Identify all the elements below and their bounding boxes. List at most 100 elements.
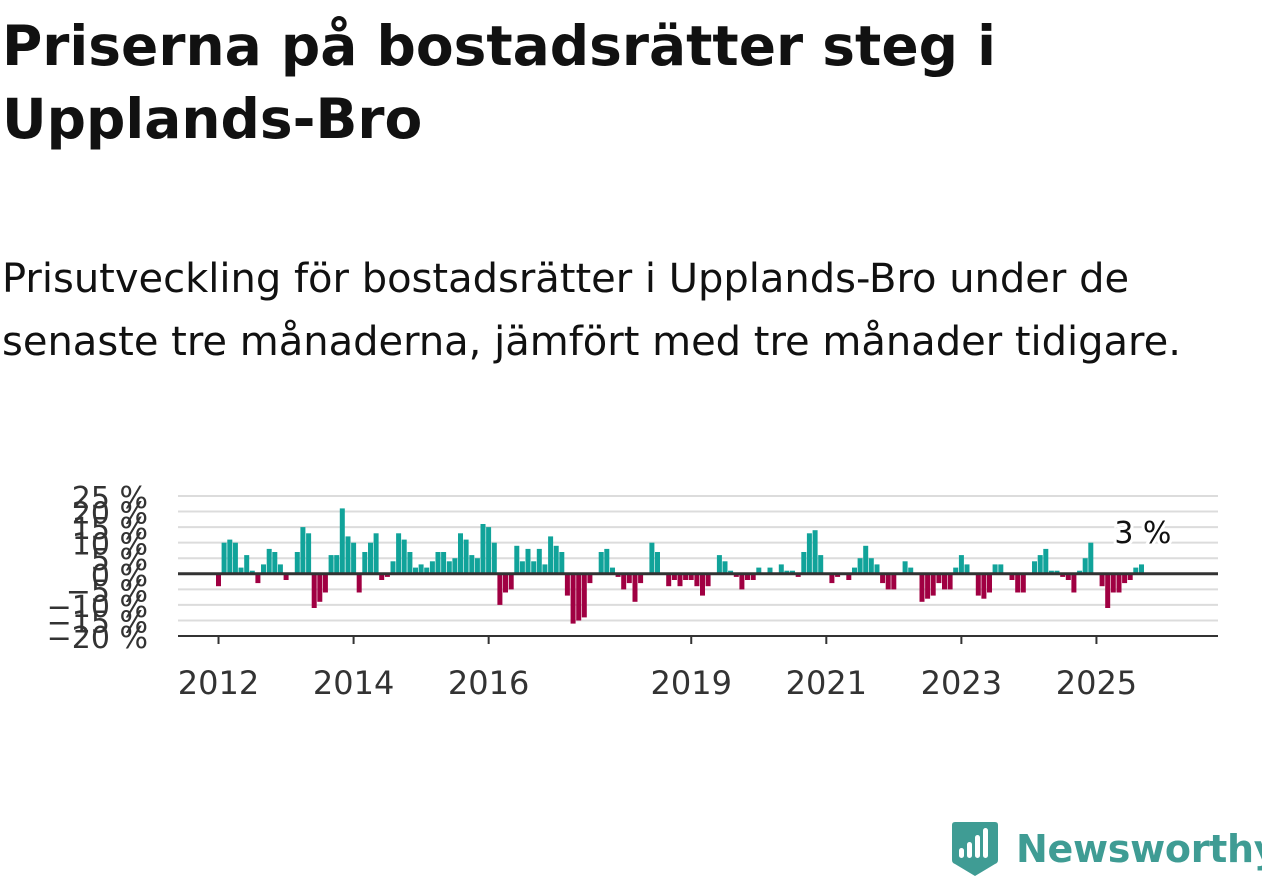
bar [947,573,953,590]
bar [885,573,891,590]
bar [902,561,908,574]
bar [812,530,818,574]
bar [1099,573,1105,587]
bar [306,533,312,574]
bar [261,564,266,574]
x-tick-label: 2025 [1056,664,1137,700]
bar [1122,573,1128,584]
bar [564,573,570,596]
bar [255,573,261,584]
newsworthy-logo: Newsworthy [950,818,1262,880]
bar [1110,573,1116,593]
bar [576,573,582,621]
bar [818,555,824,574]
bar [373,533,379,574]
bar [519,561,525,574]
bar [683,573,689,580]
bar [1077,570,1083,574]
y-axis-tick-labels: −20 %−15 %−10 %−5 %0 %5 %10 %15 %20 %25 … [47,481,148,656]
bar [964,564,970,574]
x-axis-tick-labels: 2012 2014 2016 2019 2021 2023 2025 [178,636,1137,700]
bar [806,533,812,574]
x-tick-label: 2014 [313,664,394,700]
bar [1043,548,1049,574]
chart-title: Priserna på bostadsrätter steg i Uppland… [2,14,997,151]
bar [570,573,576,624]
bar [1009,573,1015,580]
bar [671,573,677,580]
bar [317,573,323,602]
bar [874,564,880,574]
bar [728,570,734,574]
bar [1020,573,1026,593]
brand-name: Newsworthy [1016,827,1262,871]
bar [581,573,587,618]
bar [1116,573,1122,593]
bar [525,548,531,574]
bar [716,555,722,574]
bar [384,573,390,577]
bar [632,573,638,602]
bar [778,564,784,574]
bar [615,573,621,577]
chart-subtitle: Prisutveckling för bostadsrätter i Uppla… [2,256,1181,365]
bar [463,539,469,574]
bar [767,567,773,574]
bar [458,533,463,574]
bar [368,542,373,574]
bar [1071,573,1077,593]
y-tick-label: 20 % [72,497,148,532]
bar [294,552,300,574]
bar [249,570,255,574]
bar [435,552,441,574]
bar [396,533,402,574]
bar [238,567,244,574]
bar [677,573,683,587]
x-tick-label: 2021 [786,664,867,700]
bar [379,573,385,580]
bar [1032,561,1037,574]
y-tick-label: −15 % [47,605,148,640]
bar [1054,570,1060,574]
bar [795,573,801,577]
bar [784,570,790,574]
bar [300,527,306,574]
bar [441,552,447,574]
y-tick-label: −5 % [66,574,148,609]
bar [953,567,959,574]
y-tick-label: 5 % [91,543,148,578]
bar [334,555,340,574]
bar [942,573,947,590]
bar [1088,542,1094,574]
bar [266,548,272,574]
bar [880,573,886,584]
bar [981,573,987,599]
bar [666,573,672,587]
bar [688,573,694,580]
bar [497,573,503,605]
bar [413,567,418,574]
bar [790,570,795,574]
bar [694,573,700,587]
bar [801,552,807,574]
bar [598,552,604,574]
bar [480,524,486,574]
bar [390,561,396,574]
bar [542,564,548,574]
bar [829,573,835,584]
x-tick-label: 2023 [921,664,1002,700]
bar [987,573,992,593]
bar [351,542,357,574]
bar [930,573,936,596]
bar [311,573,317,608]
bar-chart: −20 %−15 %−10 %−5 %0 %5 %10 %15 %20 %25 … [47,481,1218,700]
bar [925,573,931,599]
bar [863,545,869,574]
bar [277,564,283,574]
y-tick-label: 15 % [72,512,148,547]
bar [345,536,351,574]
bar [553,545,559,574]
bar [446,561,452,574]
bar [992,564,998,574]
bar [835,573,841,577]
